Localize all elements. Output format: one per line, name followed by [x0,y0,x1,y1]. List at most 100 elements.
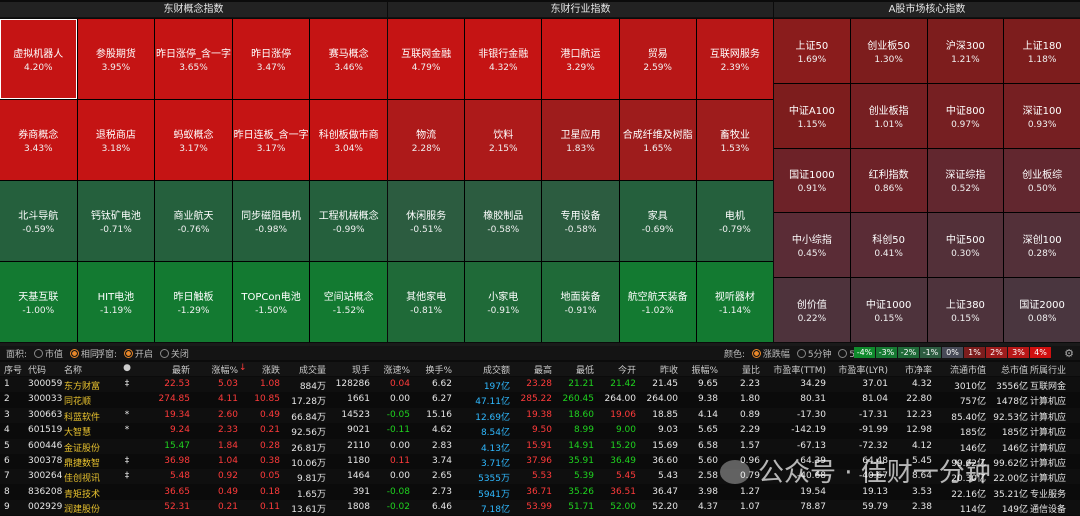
column-header[interactable]: 现手 [351,366,370,376]
column-header[interactable]: 代码 [28,366,47,376]
treemap-tile[interactable]: 中证A100 1.15% [774,83,850,148]
color-option-change[interactable]: 涨跌幅 [762,350,790,360]
table-row[interactable]: 7 300264 佳创视讯 ‡ 5.48 0.92 0.05 9.81万 1464 0.00 2.6… [0,469,1080,485]
treemap-tile[interactable]: 专用设备 -0.58% [542,181,619,261]
column-header[interactable]: 量比 [741,366,760,376]
color-option-5min[interactable]: 5分钟 [807,350,832,360]
treemap-tile[interactable]: 创业板50 1.30% [850,19,927,83]
area-radio-marketcap[interactable] [33,349,43,358]
treemap-tile[interactable]: 深创100 0.28% [1004,213,1080,278]
column-header[interactable]: 今开 [617,366,636,376]
column-header[interactable]: 市盈率(LYR) [838,366,888,376]
treemap-tile[interactable]: 视听器材 -1.14% [696,262,773,342]
column-header[interactable]: 涨幅% [211,366,238,376]
treemap-tile[interactable]: 券商概念 3.43% [0,100,77,180]
treemap-tile[interactable]: 科创50 0.41% [850,213,927,278]
area-option-equal[interactable]: 相同 [80,350,99,360]
treemap-tile[interactable]: 休闲服务 -0.51% [388,181,465,261]
treemap-tile[interactable]: 深证100 0.93% [1004,83,1080,148]
table-row[interactable]: 9 002929 润建股份 52.31 0.21 0.11 13.61万 1808 -0.02 6… [0,500,1080,516]
splitter-handle[interactable] [0,343,1080,346]
gear-icon[interactable]: ⚙ [1064,347,1074,360]
table-row[interactable]: 3 300663 科蓝软件 * 19.34 2.60 0.49 66.84万 14523 -0.0… [0,407,1080,423]
treemap-tile[interactable]: 昨日连板_含一字 3.17% [232,100,310,180]
treemap-tile[interactable]: 家具 -0.69% [619,181,696,261]
treemap-tile[interactable]: 创价值 0.22% [774,278,850,342]
treemap-tile[interactable]: 上证50 1.69% [774,19,850,83]
float-option-off[interactable]: 关闭 [170,350,189,360]
color-radio-5day[interactable] [838,349,848,358]
float-radio-on[interactable] [123,349,133,358]
table-row[interactable]: 2 300033 同花顺 274.85 4.11 10.85 17.28万 1661 0.00 6… [0,392,1080,407]
treemap-tile[interactable]: 港口航运 3.29% [542,19,619,99]
column-header[interactable]: 换手% [425,366,452,376]
treemap-tile[interactable]: 上证180 1.18% [1004,19,1080,83]
column-header[interactable]: 序号 [4,366,22,376]
treemap-tile[interactable]: 非银行金融 4.32% [465,19,542,99]
treemap-tile[interactable]: 赛马概念 3.46% [310,19,387,99]
treemap-tile[interactable]: 中证1000 0.15% [850,278,927,342]
color-radio-5min[interactable] [796,349,806,358]
column-header[interactable]: 最高 [533,366,552,376]
treemap-tile[interactable]: 饮料 2.15% [465,100,542,180]
treemap-tile[interactable]: 空间站概念 -1.52% [310,262,387,342]
treemap-tile[interactable]: 国证2000 0.08% [1004,278,1080,342]
treemap-tile[interactable]: 卫星应用 1.83% [542,100,619,180]
treemap-tile[interactable]: 互联网服务 2.39% [696,19,773,99]
column-header[interactable]: 成交量 [298,366,326,376]
treemap-tile[interactable]: 小家电 -0.91% [465,262,542,342]
treemap-tile[interactable]: 中证800 0.97% [927,83,1004,148]
table-row[interactable]: 8 836208 青矩技术 36.65 0.49 0.18 1.65万 391 -0.08 2.7… [0,485,1080,500]
treemap-tile[interactable]: 创业板综 0.50% [1004,148,1080,213]
treemap-tile[interactable]: 创业板指 1.01% [850,83,927,148]
treemap-tile[interactable]: 工程机械概念 -0.99% [310,181,387,261]
float-radio-off[interactable] [159,349,169,358]
treemap-tile[interactable]: 参股期货 3.95% [77,19,155,99]
table-row[interactable]: 5 600446 金证股份 15.47 1.84 0.28 26.81万 2110 0.00 2.… [0,438,1080,454]
treemap-tile[interactable]: 虚拟机器人 4.20% [0,19,77,99]
treemap-tile[interactable]: 深证综指 0.52% [927,148,1004,213]
treemap-tile[interactable]: 科创板做市商 3.04% [310,100,387,180]
treemap-tile[interactable]: 沪深300 1.21% [927,19,1004,83]
treemap-tile[interactable]: 互联网金融 4.79% [388,19,465,99]
treemap-tile[interactable]: 商业航天 -0.76% [155,181,232,261]
treemap-tile[interactable]: 上证380 0.15% [927,278,1004,342]
treemap-tile[interactable]: 红利指数 0.86% [850,148,927,213]
treemap-tile[interactable]: 昨日涨停 3.47% [232,19,310,99]
treemap-tile[interactable]: 其他家电 -0.81% [388,262,465,342]
column-header[interactable]: 昨收 [659,366,678,376]
treemap-tile[interactable]: 畜牧业 1.53% [696,100,773,180]
treemap-tile[interactable]: HIT电池 -1.19% [77,262,155,342]
treemap-tile[interactable]: 天基互联 -1.00% [0,262,77,342]
column-header[interactable]: 所属行业 [1030,366,1067,376]
treemap-tile[interactable]: 昨日涨停_含一字 3.65% [155,19,232,99]
column-header[interactable]: ● [123,363,131,373]
treemap-tile[interactable]: 合成纤维及树脂 1.65% [619,100,696,180]
treemap-tile[interactable]: 电机 -0.79% [696,181,773,261]
treemap-tile[interactable]: 物流 2.28% [388,100,465,180]
treemap-tile[interactable]: 同步磁阻电机 -0.98% [232,181,310,261]
treemap-tile[interactable]: 北斗导航 -0.59% [0,181,77,261]
treemap-tile[interactable]: 航空航天装备 -1.02% [619,262,696,342]
column-header[interactable]: 振幅% [691,366,718,376]
treemap-tile[interactable]: 退税商店 3.18% [77,100,155,180]
column-header[interactable]: 最新 [171,366,190,376]
treemap-tile[interactable]: 中证500 0.30% [927,213,1004,278]
column-header[interactable]: 最低 [575,366,594,376]
float-option-on[interactable]: 开启 [134,350,153,360]
treemap-tile[interactable]: 昨日触板 -1.29% [155,262,232,342]
column-header[interactable]: 市盈率(TTM) [773,366,826,376]
column-header[interactable]: 涨速% [383,366,410,376]
table-row[interactable]: 1 300059 东方财富 ‡ 22.53 5.03 1.08 884万 128286 0.04 6… [0,377,1080,392]
column-header[interactable]: 涨跌 [261,366,280,376]
treemap-tile[interactable]: 地面装备 -0.91% [542,262,619,342]
column-header[interactable]: 流通市值 [949,366,986,376]
table-row[interactable]: 6 300378 鼎捷数智 ‡ 36.98 1.04 0.38 10.06万 1180 0.11 3… [0,454,1080,469]
sort-desc-icon[interactable]: ↓ [239,363,247,373]
column-header[interactable]: 名称 [64,366,83,376]
treemap-tile[interactable]: 贸易 2.59% [619,19,696,99]
area-option-marketcap[interactable]: 市值 [44,350,63,360]
treemap-tile[interactable]: 橡胶制品 -0.58% [465,181,542,261]
treemap-tile[interactable]: TOPCon电池 -1.50% [232,262,310,342]
column-header[interactable]: 市净率 [904,366,932,376]
